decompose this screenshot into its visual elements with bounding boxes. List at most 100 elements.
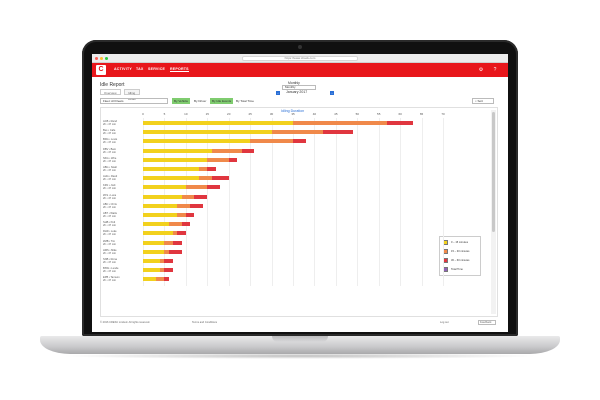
screen: https://www.ctrack.com C ACTIVITY TAX SE…: [92, 54, 508, 332]
bar-segment[interactable]: [181, 222, 191, 227]
category-name: Bus • Cafe: [103, 129, 116, 133]
bar-segment[interactable]: [164, 259, 173, 263]
period-select[interactable]: Monthly: [282, 85, 316, 90]
pill-by-idle-events[interactable]: By Idle Events: [210, 98, 234, 104]
bar-segment[interactable]: [190, 203, 203, 208]
category-label: RHD • Luke 2h • 47 min: [103, 230, 141, 236]
maximize-window-icon[interactable]: [105, 57, 108, 60]
bar-segment[interactable]: [250, 139, 293, 144]
nav-reports[interactable]: REPORTS: [170, 67, 189, 72]
bar-segment[interactable]: [143, 259, 161, 263]
grid-line: [228, 118, 230, 286]
bar-segment[interactable]: [387, 121, 413, 125]
sort-select[interactable]: ⌕ Sort: [472, 98, 494, 104]
bar-segment[interactable]: [177, 213, 186, 217]
bar-segment[interactable]: [211, 176, 229, 181]
nav-service[interactable]: SERVICE: [148, 67, 166, 71]
category-duration: 2h • 47 min: [103, 132, 117, 136]
bar-segment[interactable]: [143, 277, 156, 282]
logout-link[interactable]: Log out: [440, 321, 449, 324]
bar-segment[interactable]: [143, 203, 178, 208]
category-label: EPB • Tamson 2h • 47 min: [103, 276, 141, 282]
bar-segment[interactable]: [143, 185, 186, 190]
bar-segment[interactable]: [143, 194, 182, 199]
bar-segment[interactable]: [198, 176, 212, 181]
chart-scrollbar[interactable]: [491, 110, 496, 314]
x-tick-label: 10: [184, 112, 188, 116]
bar-segment[interactable]: [143, 231, 173, 236]
bar-segment[interactable]: [168, 249, 182, 254]
bar-segment[interactable]: [164, 268, 173, 273]
bar-segment[interactable]: [143, 268, 161, 273]
bar-segment[interactable]: [194, 194, 208, 199]
bar-segment[interactable]: [168, 222, 182, 227]
nav-tax[interactable]: TAX: [136, 67, 144, 71]
minimize-window-icon[interactable]: [100, 57, 103, 60]
bar-segment[interactable]: [143, 157, 208, 162]
help-icon[interactable]: ?: [493, 67, 497, 73]
bar-segment[interactable]: [160, 268, 165, 273]
bar-segment[interactable]: [143, 167, 199, 171]
category-label: AHG • Rand 2h • 47 min: [103, 175, 141, 181]
bar-segment[interactable]: [211, 148, 242, 153]
bar-segment[interactable]: [181, 194, 195, 199]
footer: © 2016 CRESC Limited. All rights reserve…: [100, 320, 500, 326]
bar-segment[interactable]: [228, 157, 238, 162]
bar-segment[interactable]: [143, 222, 169, 227]
bar-segment[interactable]: [293, 121, 388, 125]
bar-segment[interactable]: [177, 203, 191, 208]
next-date-icon[interactable]: ›: [330, 91, 334, 95]
gear-icon[interactable]: ⚙: [478, 67, 484, 73]
app-logo[interactable]: C: [96, 65, 106, 75]
bar-segment[interactable]: [143, 240, 165, 245]
nav-activity[interactable]: ACTIVITY: [114, 67, 132, 71]
category-label: ZKS • Luca 2h • 47 min: [103, 194, 141, 200]
bar-segment[interactable]: [155, 277, 165, 282]
terms-link[interactable]: Terms and Conditions: [192, 321, 218, 324]
bar-segment[interactable]: [185, 185, 208, 190]
fleet-select[interactable]: Fleet: All Fleets: [100, 98, 168, 104]
bar-segment[interactable]: [143, 130, 272, 135]
bar-segment[interactable]: [160, 259, 165, 263]
bar-segment[interactable]: [173, 240, 182, 245]
x-tick-label: 0: [142, 112, 144, 116]
bar-segment[interactable]: [241, 148, 255, 153]
bar-segment[interactable]: [173, 231, 178, 236]
category-duration: 2h • 47 min: [103, 178, 117, 182]
bar-segment[interactable]: [143, 249, 165, 254]
bar-segment[interactable]: [143, 213, 178, 217]
bar-segment[interactable]: [293, 139, 306, 144]
bar-segment[interactable]: [177, 231, 186, 236]
bar-segment[interactable]: [198, 167, 208, 171]
close-window-icon[interactable]: [95, 57, 98, 60]
bar-segment[interactable]: [207, 167, 216, 171]
bar-segment[interactable]: [143, 121, 293, 125]
feedback-button[interactable]: Feedback: [478, 320, 496, 325]
category-label: Bus • Cafe 2h • 47 min: [103, 129, 141, 135]
bar-segment[interactable]: [164, 249, 169, 254]
tab-idling-detail[interactable]: Idling Detail: [124, 89, 140, 101]
tab-overview[interactable]: Overview: [100, 89, 121, 95]
x-tick-label: 60: [398, 112, 402, 116]
prev-date-icon[interactable]: ‹: [276, 91, 280, 95]
bar-segment[interactable]: [323, 130, 353, 135]
bar-segment[interactable]: [143, 176, 199, 181]
bar-segment[interactable]: [143, 148, 212, 153]
bar-segment[interactable]: [164, 240, 173, 245]
pill-by-total-time[interactable]: By Total Time: [236, 99, 254, 103]
bar-segment[interactable]: [143, 139, 251, 144]
url-bar[interactable]: https://www.ctrack.com: [242, 56, 358, 61]
x-tick-label: 50: [355, 112, 359, 116]
scroll-thumb[interactable]: [492, 112, 495, 232]
bar-segment[interactable]: [185, 213, 195, 217]
pill-by-vehicle[interactable]: By Vehicle: [172, 98, 191, 104]
bar-segment[interactable]: [207, 157, 229, 162]
category-label: NKG • Wire 2h • 47 min: [103, 157, 141, 163]
pill-by-driver[interactable]: By Driver: [194, 99, 207, 103]
bar-segment[interactable]: [207, 185, 221, 190]
x-tick-label: 30: [269, 112, 274, 116]
date-label: January 2017: [286, 90, 308, 94]
bar-segment[interactable]: [164, 277, 169, 282]
bar-segment[interactable]: [271, 130, 323, 135]
